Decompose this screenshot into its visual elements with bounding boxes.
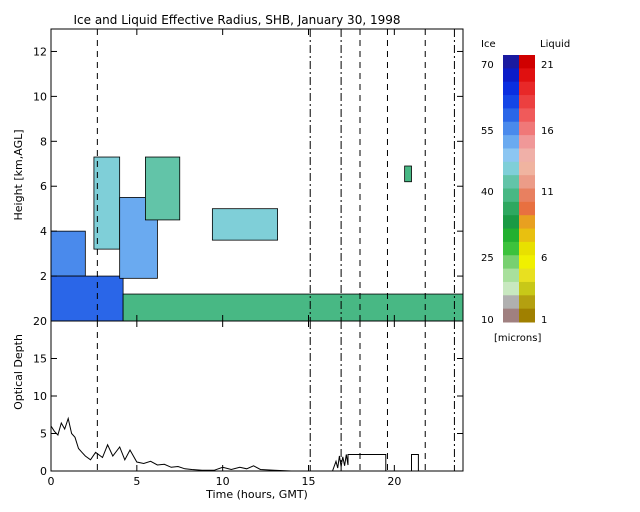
y-axis-label-height: Height [km,AGL] <box>12 129 25 220</box>
time-markers-top <box>96 29 455 321</box>
cloud-layer <box>404 165 412 183</box>
colorbar-ice-tick: 10 <box>481 315 494 326</box>
colorbar-liquid-swatch <box>519 255 535 270</box>
time-markers-bottom <box>96 321 455 471</box>
colorbar-liquid-tick: 6 <box>541 253 547 264</box>
colorbar-ice-swatch <box>503 135 519 149</box>
y-tick-label: 0 <box>40 465 47 478</box>
x-tick-label: 15 <box>302 475 316 488</box>
colorbar-liquid-swatch <box>519 215 535 230</box>
colorbar-ice-tick: 70 <box>481 60 494 71</box>
cloud-layer <box>122 293 463 321</box>
colorbar-ice-swatch <box>503 108 519 123</box>
colorbar-liquid-scale <box>519 55 535 323</box>
colorbar-liquid-swatch <box>519 81 535 96</box>
colorbar-ice-tick: 55 <box>481 126 494 137</box>
y-tick-label: 20 <box>33 315 47 328</box>
colorbar-ice-label: Ice <box>481 39 496 50</box>
y-axis-height: 2 4 6 8 10 12 <box>33 29 463 321</box>
y-axis-label-optical-depth: Optical Depth <box>12 334 25 410</box>
colorbar-tick-labels: 70 55 40 25 10 21 16 11 6 1 <box>481 60 554 326</box>
colorbar-liquid-swatch <box>519 95 535 109</box>
colorbar-ice-swatch <box>503 201 519 216</box>
colorbar-liquid-swatch <box>519 268 535 283</box>
colorbar-ice-swatch <box>503 281 519 296</box>
colorbar-ice-swatch <box>503 95 519 109</box>
colorbar-ice-swatch <box>503 241 519 256</box>
cloud-layer <box>51 230 86 277</box>
colorbar-liquid-swatch <box>519 121 535 136</box>
colorbar-liquid-swatch <box>519 295 535 310</box>
chart-title: Ice and Liquid Effective Radius, SHB, Ja… <box>73 13 400 27</box>
colorbar-ice-swatch <box>503 55 519 69</box>
cloud-layer <box>119 197 158 279</box>
x-tick-label: 20 <box>387 475 401 488</box>
y-tick-label: 10 <box>33 90 47 103</box>
colorbar-ice-swatch <box>503 215 519 230</box>
colorbar-liquid-swatch <box>519 161 535 176</box>
y-tick-label: 6 <box>40 180 47 193</box>
y-tick-label: 15 <box>33 353 47 366</box>
y-axis-optical-depth: 0 5 10 15 20 <box>33 315 463 478</box>
colorbar-liquid-swatch <box>519 201 535 216</box>
y-tick-label: 12 <box>33 45 47 58</box>
radius-panel: 2 4 6 8 10 12 Height [km,AGL] <box>12 28 464 322</box>
colorbar-ice-swatch <box>503 228 519 243</box>
y-tick-label: 10 <box>33 390 47 403</box>
x-axis-time: 0 5 10 15 20 <box>48 321 401 488</box>
colorbar-liquid-label: Liquid <box>540 39 570 50</box>
colorbar-liquid-swatch <box>519 108 535 123</box>
colorbar-ice-swatch <box>503 308 519 323</box>
colorbar-ice-swatch <box>503 68 519 83</box>
x-tick-label: 0 <box>48 475 55 488</box>
optical-depth-line <box>50 416 463 472</box>
colorbar-liquid-swatch <box>519 308 535 323</box>
colorbar-ice-tick: 25 <box>481 253 494 264</box>
y-tick-label: 5 <box>40 428 47 441</box>
x-tick-label: 10 <box>216 475 230 488</box>
cloud-layer <box>211 208 278 241</box>
cloud-layer <box>145 156 181 221</box>
colorbar-ice-swatch <box>503 81 519 96</box>
colorbar-liquid-tick: 21 <box>541 60 554 71</box>
colorbar-liquid-swatch <box>519 228 535 243</box>
colorbar-ice-tick: 40 <box>481 187 494 198</box>
colorbar-liquid-tick: 16 <box>541 126 554 137</box>
optical-depth-panel: 0 5 10 15 20 0 5 10 15 20 Optical Depth Time (ho… <box>12 315 464 501</box>
colorbar-ice-swatch <box>503 121 519 136</box>
colorbar-liquid-tick: 11 <box>541 187 554 198</box>
colorbar-liquid-swatch <box>519 55 535 69</box>
y-tick-label: 2 <box>40 270 47 283</box>
colorbar-liquid-swatch <box>519 135 535 149</box>
colorbar-liquid-swatch <box>519 148 535 163</box>
colorbar-liquid-swatch <box>519 241 535 256</box>
colorbar-ice-swatch <box>503 255 519 270</box>
y-tick-label: 8 <box>40 135 47 148</box>
colorbar-ice-swatch <box>503 161 519 176</box>
cloud-field <box>51 156 463 321</box>
cloud-layer <box>51 275 124 321</box>
colorbar-units: [microns] <box>494 333 541 344</box>
x-axis-label-time: Time (hours, GMT) <box>205 488 308 501</box>
colorbar-liquid-swatch <box>519 281 535 296</box>
colorbar-ice-swatch <box>503 268 519 283</box>
y-tick-label: 4 <box>40 225 47 238</box>
colorbar-liquid-swatch <box>519 175 535 189</box>
colorbar-liquid-swatch <box>519 188 535 203</box>
colorbar-ice-swatch <box>503 295 519 310</box>
colorbar: Ice Liquid 70 55 40 25 10 21 16 11 6 1 [microns] <box>481 39 570 344</box>
colorbar-liquid-tick: 1 <box>541 315 547 326</box>
colorbar-ice-swatch <box>503 175 519 189</box>
colorbar-liquid-swatch <box>519 68 535 83</box>
colorbar-ice-scale <box>503 55 519 323</box>
colorbar-ice-swatch <box>503 188 519 203</box>
cloud-layer <box>93 156 121 250</box>
colorbar-ice-swatch <box>503 148 519 163</box>
x-tick-label: 5 <box>133 475 140 488</box>
